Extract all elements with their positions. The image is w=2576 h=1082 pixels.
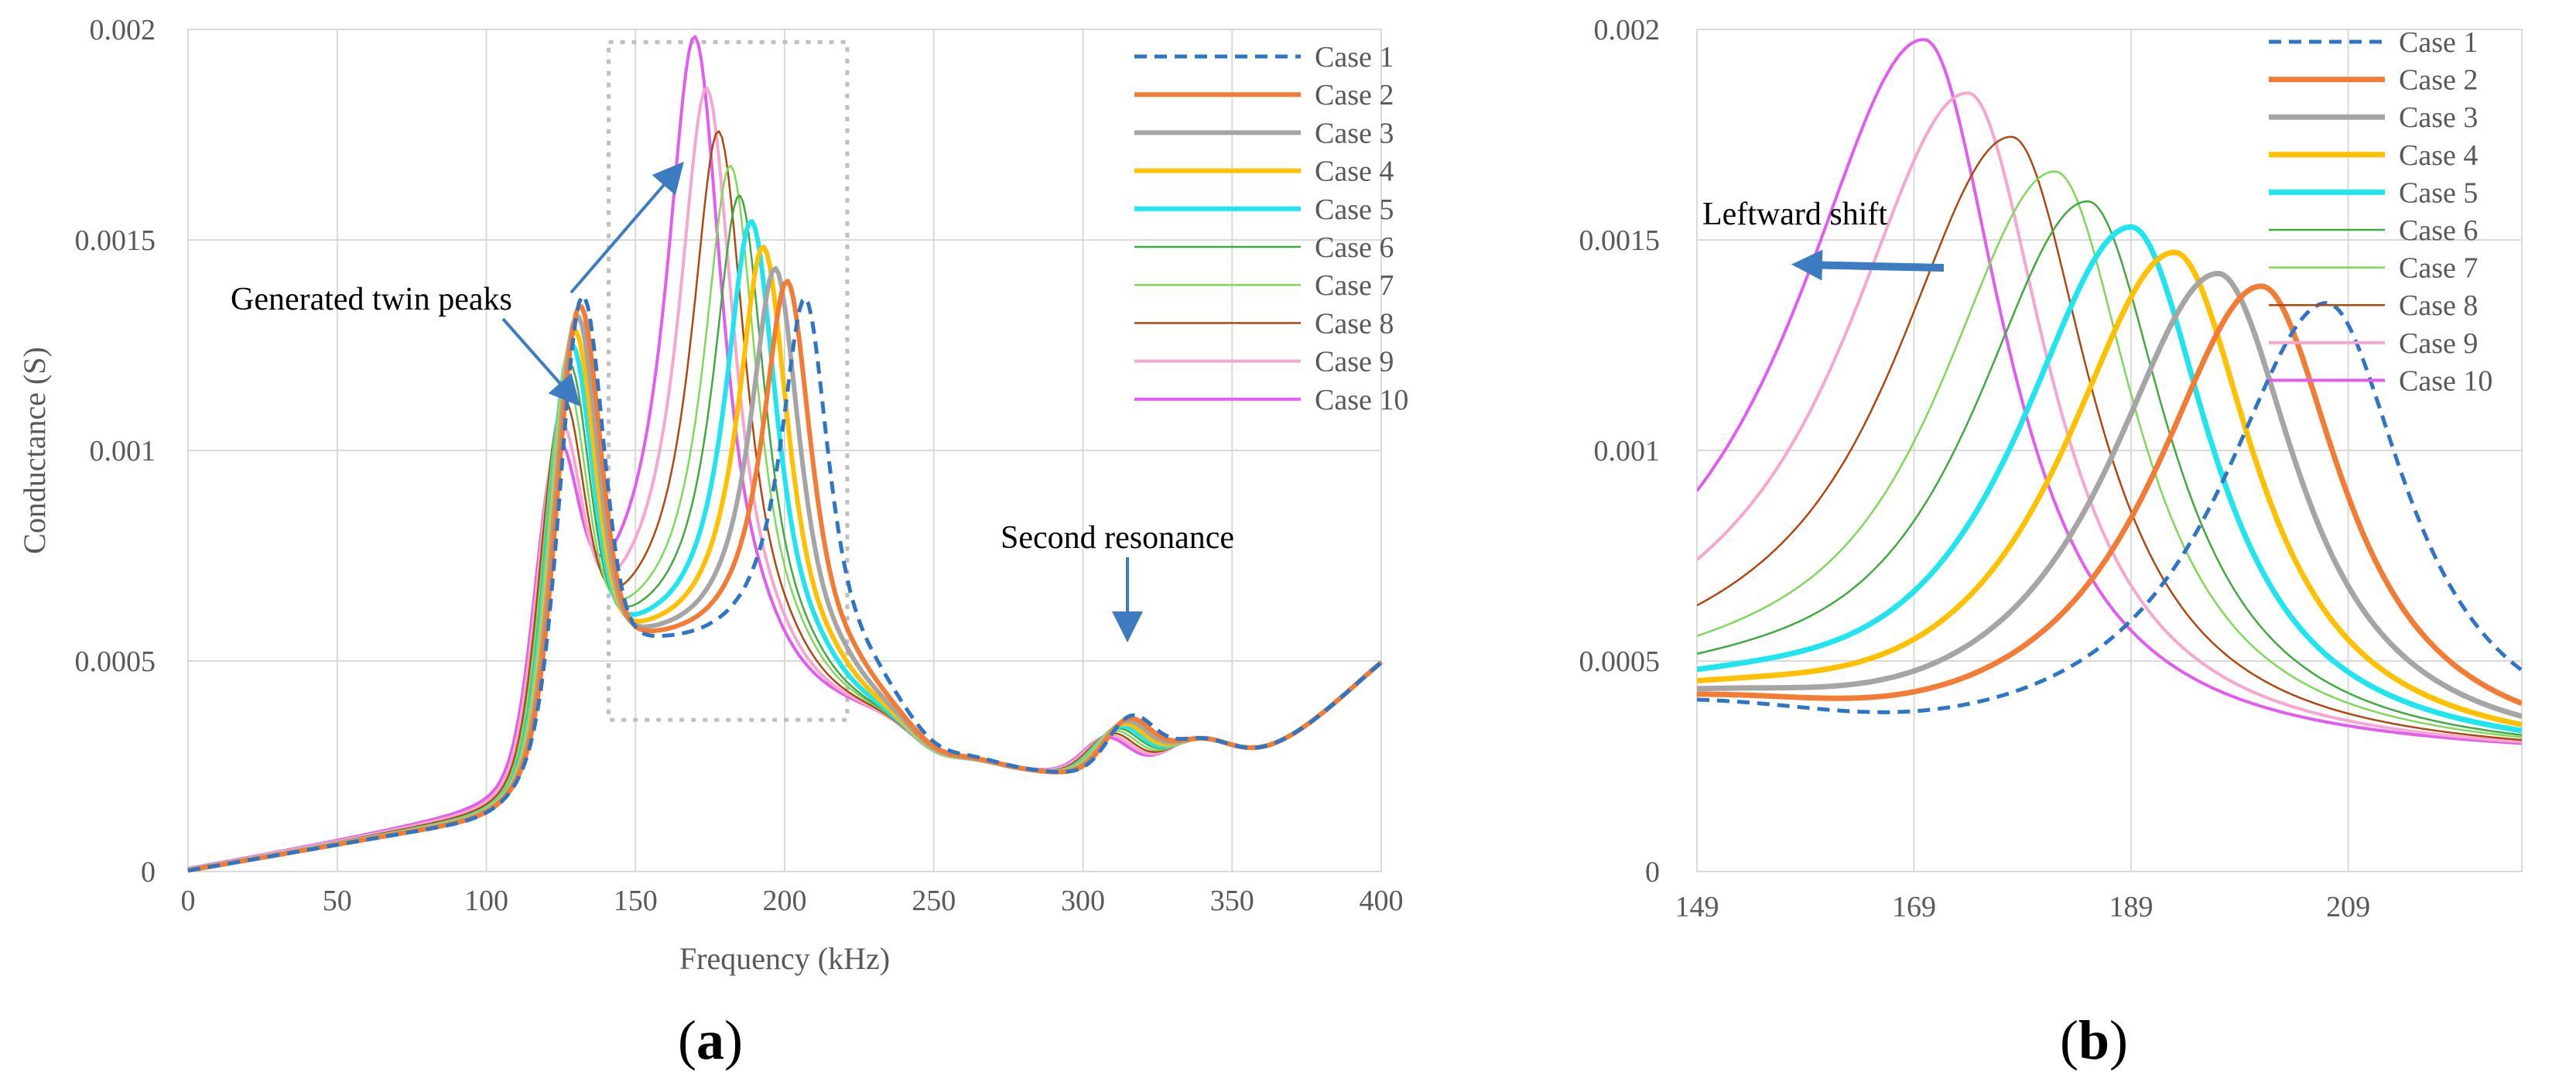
panel-a-legend-label: Case 9 — [1315, 346, 1394, 378]
highlight-box-rect — [607, 39, 850, 722]
panel-b-y-tick: 0 — [1645, 856, 1660, 889]
panel-a-y-tick: 0.002 — [90, 14, 156, 46]
panel-b-x-tick: 169 — [1892, 891, 1936, 923]
panel-b-series-line — [1697, 283, 2522, 707]
panel-b-series-line — [1697, 135, 2522, 741]
panel-b-x-tick: 209 — [2326, 891, 2370, 923]
panel-b-x-tick: 189 — [2109, 891, 2154, 923]
panel-a-annotations: Generated twin peaks Second resonance — [231, 161, 1234, 642]
arrow-twin-peaks-2 — [570, 161, 684, 294]
panel-b-legend-label: Case 3 — [2399, 101, 2478, 134]
panel-b-series-line — [1697, 170, 2522, 738]
panel-a-legend-label: Case 3 — [1315, 117, 1394, 149]
panel-a-x-tick: 150 — [614, 885, 658, 917]
panel-a-y-tick: 0.0005 — [75, 645, 156, 678]
panel-b-legend-label: Case 7 — [2399, 252, 2478, 285]
panel-b-legend-label: Case 8 — [2399, 289, 2478, 322]
panel-a-axes: 0 50 100 150 200 250 300 350 400 0 0.0005 0.001 0.00… — [75, 14, 1404, 917]
panel-b-series-line — [1697, 38, 2522, 745]
panel-b-series-line — [1697, 224, 2522, 734]
panel-b-legend-label: Case 6 — [2399, 214, 2478, 247]
panel-b-series-line — [1697, 270, 2522, 719]
panel-b-series-line — [1697, 200, 2522, 736]
panel-a-y-axis-title: Conductance (S) — [17, 347, 52, 554]
panel-b-label: (b) — [2060, 1009, 2128, 1071]
panel-a-legend-label: Case 8 — [1315, 307, 1394, 340]
highlight-box — [607, 39, 850, 722]
panel-b-axes: 149 169 189 209 0 0.0005 0.001 0.0015 0.002 — [1579, 14, 2371, 923]
panel-b-legend-label: Case 5 — [2399, 176, 2478, 209]
panel-a-legend-label: Case 10 — [1315, 384, 1408, 416]
panel-a-x-tick: 300 — [1061, 885, 1105, 917]
panel-a-label: (a) — [678, 1009, 743, 1071]
panel-b: 149 169 189 209 0 0.0005 0.001 0.0015 0.002 Case… — [1579, 14, 2523, 1071]
panel-b-y-tick: 0.0005 — [1579, 645, 1661, 678]
panel-b-legend-label: Case 2 — [2399, 64, 2478, 97]
panel-b-legend-label: Case 10 — [2399, 365, 2492, 397]
panel-a-x-axis-title: Frequency (kHz) — [679, 941, 890, 976]
panel-a-legend-label: Case 4 — [1315, 156, 1394, 188]
panel-b-x-tick: 149 — [1675, 891, 1719, 923]
annotation-twin-peaks: Generated twin peaks — [231, 282, 512, 317]
panel-a-x-tick: 0 — [181, 885, 196, 917]
panel-a: 0 50 100 150 200 250 300 350 400 0 0.0005 0.001 0.00… — [17, 14, 1408, 1071]
panel-b-legend: Case 1 Case 2 Case 3 Case 4 Case 5 Case 6 Case… — [2269, 26, 2492, 397]
panel-a-legend-label: Case 7 — [1315, 269, 1394, 302]
panel-b-series-line — [1697, 91, 2522, 744]
panel-b-y-tick: 0.0015 — [1579, 224, 1661, 257]
panel-b-legend-label: Case 4 — [2399, 139, 2478, 172]
arrow-leftward-shift — [1791, 249, 1945, 281]
panel-a-legend-label: Case 2 — [1315, 79, 1394, 111]
panel-a-gridlines — [187, 29, 1382, 872]
panel-a-x-tick: 200 — [763, 885, 807, 917]
panel-a-x-tick: 350 — [1210, 885, 1254, 917]
panel-b-series — [1697, 38, 2522, 745]
panel-b-series-line — [1697, 301, 2522, 714]
panel-b-series-line — [1697, 249, 2522, 728]
panel-a-legend: Case 1 Case 2 Case 3 Case 4 Case 5 Case 6 Case… — [1134, 41, 1408, 416]
panel-a-y-tick: 0.001 — [90, 435, 156, 467]
panel-a-series — [187, 35, 1383, 873]
panel-a-legend-label: Case 5 — [1315, 193, 1394, 226]
panel-b-annotations: Leftward shift — [1702, 197, 1945, 281]
panel-a-y-tick: 0.0015 — [75, 224, 156, 257]
panel-a-x-tick: 100 — [464, 885, 508, 917]
panel-b-y-tick: 0.001 — [1594, 435, 1661, 467]
panel-a-legend-label: Case 6 — [1315, 231, 1394, 264]
arrow-twin-peaks-1 — [501, 317, 580, 406]
panel-b-y-tick: 0.002 — [1594, 14, 1661, 46]
panel-a-x-tick: 250 — [912, 885, 956, 917]
panel-a-y-tick: 0 — [141, 856, 156, 889]
panel-b-gridlines — [1696, 29, 2522, 872]
annotation-second-resonance: Second resonance — [1001, 520, 1234, 556]
panel-a-x-tick: 400 — [1360, 885, 1404, 917]
panel-b-legend-label: Case 9 — [2399, 327, 2478, 360]
panel-a-x-tick: 50 — [323, 885, 352, 917]
annotation-leftward-shift: Leftward shift — [1702, 197, 1887, 232]
panel-a-legend-label: Case 1 — [1315, 41, 1394, 74]
panel-b-legend-label: Case 1 — [2399, 26, 2478, 59]
panel-a-series-line — [187, 294, 1383, 873]
